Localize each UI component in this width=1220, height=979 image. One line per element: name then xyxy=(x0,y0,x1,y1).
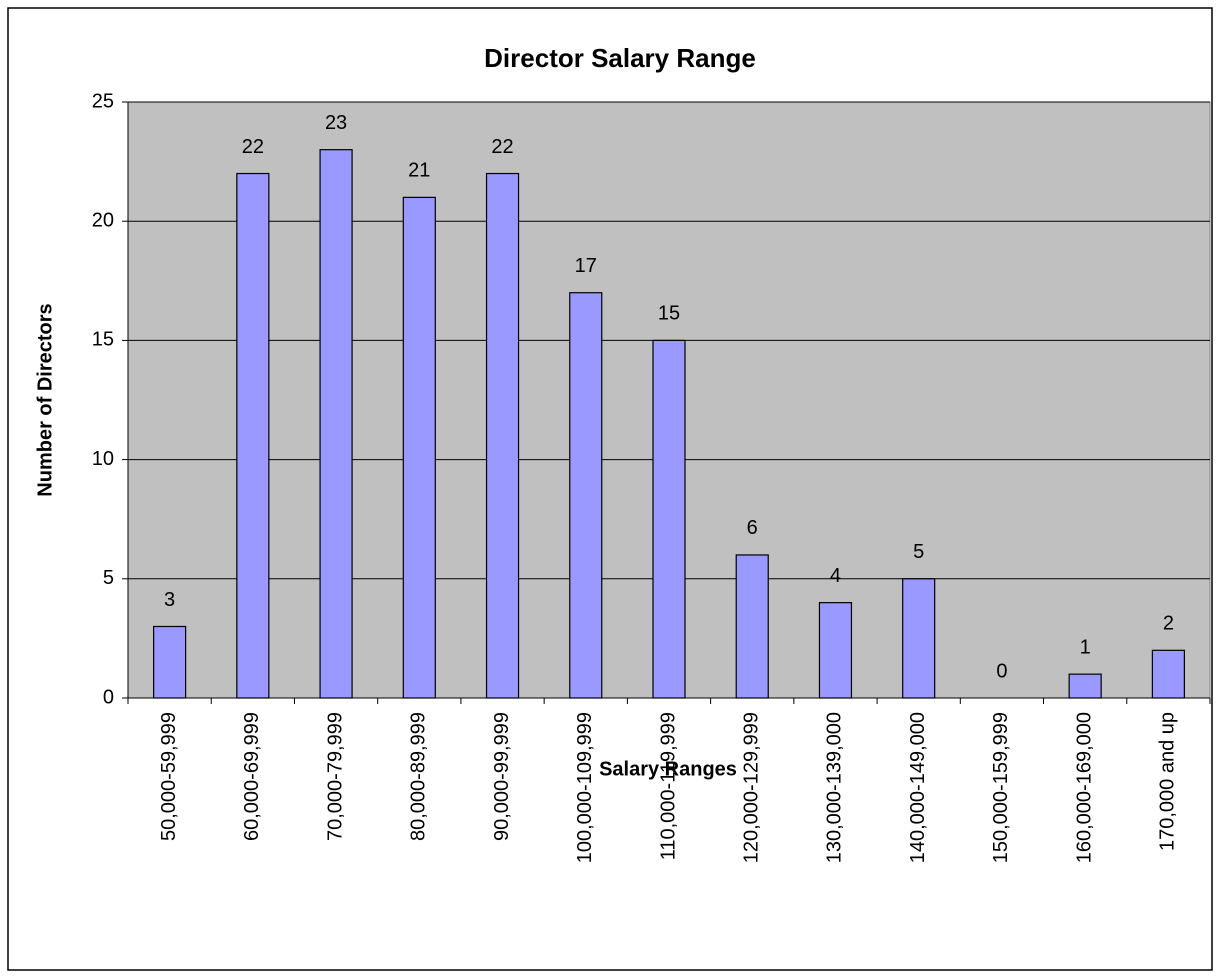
data-label: 21 xyxy=(408,160,430,182)
x-tick-label: 120,000-129,999 xyxy=(741,712,763,863)
bar xyxy=(735,554,769,699)
x-tick-label: 160,000-169,000 xyxy=(1073,712,1095,863)
x-tick-label: 60,000-69,999 xyxy=(241,712,263,841)
bar xyxy=(402,196,436,699)
bar xyxy=(1151,649,1185,699)
bar xyxy=(319,149,353,699)
x-tick-label: 170,000 and up xyxy=(1157,712,1179,851)
y-tick-label: 5 xyxy=(103,567,114,589)
y-axis-title: Number of Directors xyxy=(34,303,56,496)
bar xyxy=(1068,673,1102,699)
bar xyxy=(902,578,936,699)
y-tick-label: 20 xyxy=(92,209,114,231)
data-label: 17 xyxy=(575,255,597,277)
bar xyxy=(485,172,520,699)
x-tick-label: 50,000-59,999 xyxy=(158,712,180,841)
bar xyxy=(153,625,187,699)
y-tick-label: 10 xyxy=(92,448,114,470)
data-label: 5 xyxy=(913,541,924,563)
data-label: 22 xyxy=(491,136,513,158)
y-tick-label: 0 xyxy=(103,686,114,708)
x-tick-label: 150,000-159,999 xyxy=(990,712,1012,863)
data-label: 2 xyxy=(1163,613,1174,635)
bar xyxy=(818,602,853,699)
data-label: 1 xyxy=(1080,636,1091,658)
data-label: 0 xyxy=(996,660,1007,682)
data-label: 23 xyxy=(325,112,347,134)
data-label: 22 xyxy=(242,136,264,158)
bar xyxy=(236,172,270,699)
bar xyxy=(652,339,686,699)
x-tick-label: 110,000-119,999 xyxy=(657,712,679,860)
x-axis-title: Salary Ranges xyxy=(599,758,737,780)
data-label: 4 xyxy=(830,565,841,587)
x-tick-label: 70,000-79,999 xyxy=(324,712,346,841)
x-tick-label: 90,000-99,999 xyxy=(491,712,513,841)
data-label: 15 xyxy=(658,303,680,325)
y-tick-label: 25 xyxy=(92,90,114,112)
chart-title: Director Salary Range xyxy=(484,43,756,73)
x-tick-label: 130,000-139,000 xyxy=(824,712,846,863)
y-tick-label: 15 xyxy=(92,329,114,351)
data-label: 3 xyxy=(164,589,175,611)
x-tick-label: 100,000-109,999 xyxy=(574,712,596,863)
x-tick-label: 80,000-89,999 xyxy=(408,712,430,841)
data-label: 6 xyxy=(747,517,758,539)
bar xyxy=(569,292,603,699)
x-tick-label: 140,000-149,000 xyxy=(907,712,929,863)
